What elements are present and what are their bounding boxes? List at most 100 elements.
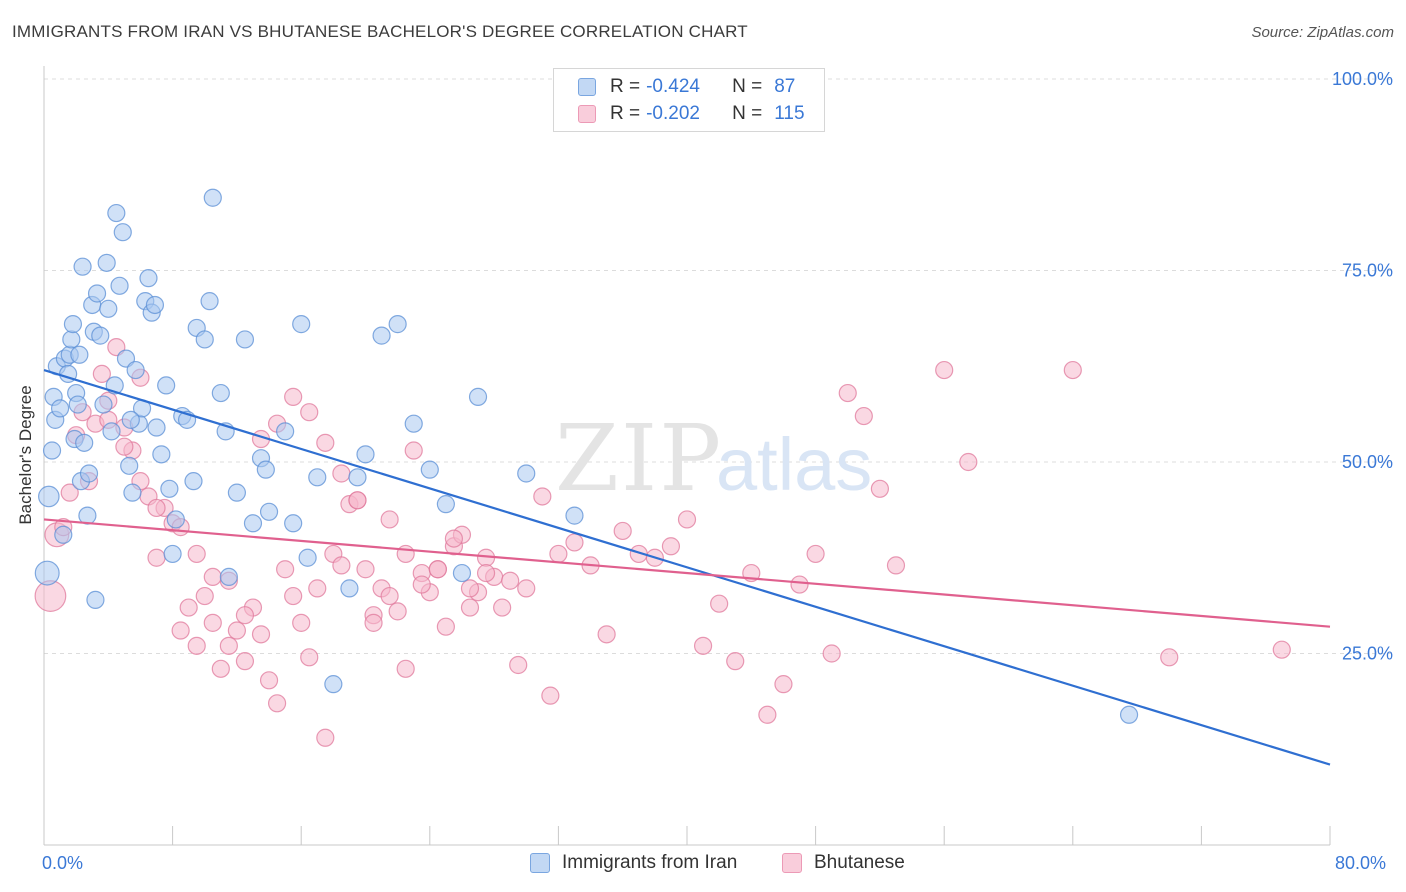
grid-lines: [44, 78, 1392, 654]
bhutanese-point: [316, 728, 335, 747]
iran-point: [79, 464, 99, 483]
bhutanese-point: [292, 613, 311, 632]
y-tick-label: 100.0%: [1332, 69, 1393, 89]
bhutanese-point: [34, 580, 67, 612]
bhutanese-point: [251, 625, 271, 644]
iran-point: [73, 257, 92, 276]
bhutanese-point: [806, 544, 825, 564]
bhutanese-point: [388, 602, 407, 621]
bhutanese-point: [187, 636, 206, 655]
bhutanese-point: [460, 579, 480, 598]
iran-point: [184, 472, 203, 491]
watermark: ZIP atlas: [555, 405, 872, 512]
iran-point: [42, 441, 62, 460]
iran-point: [126, 360, 145, 380]
iran-point: [292, 315, 311, 334]
bhutanese-point: [60, 483, 79, 502]
trendline-iran: [43, 369, 1331, 766]
iran-point: [259, 502, 279, 521]
legend-n-label: N =: [732, 103, 763, 124]
bhutanese-point: [332, 464, 351, 483]
iran-point: [163, 544, 182, 564]
legend-swatch-pink: [578, 105, 596, 123]
bhutanese-point: [870, 479, 890, 498]
iran-point: [276, 422, 295, 441]
iran-point: [38, 485, 60, 508]
bhutanese-point: [533, 487, 552, 506]
bhutanese-point: [565, 533, 584, 552]
bhutanese-point: [1160, 648, 1179, 667]
bhutanese-point: [219, 636, 238, 655]
bhutanese-point: [428, 560, 447, 579]
trend-lines: [43, 369, 1331, 766]
iran-point: [34, 560, 60, 586]
iran-point: [372, 326, 391, 345]
bhutanese-point: [790, 575, 809, 594]
iran-point: [50, 399, 70, 418]
bhutanese-point: [187, 544, 206, 564]
iran-point: [340, 579, 359, 598]
stats-legend: R = -0.424 N = 87 R = -0.202 N = 115: [553, 68, 825, 132]
bhutanese-point: [259, 671, 279, 690]
iran-point: [298, 548, 317, 567]
bhutanese-point: [509, 655, 528, 675]
bhutanese-point: [404, 441, 423, 460]
legend-swatch-blue: [578, 78, 596, 96]
bhutanese-point: [235, 606, 255, 625]
iran-point: [107, 203, 126, 223]
iran-point: [99, 299, 118, 318]
bhutanese-point: [597, 625, 616, 644]
y-axis-label: Bachelor's Degree: [16, 385, 35, 525]
bhutanese-point: [364, 613, 383, 632]
bhutanese-point: [501, 571, 520, 590]
bhutanese-point: [332, 556, 351, 575]
watermark-atlas: atlas: [716, 423, 872, 506]
bhutanese-point: [348, 491, 367, 510]
bhutanese-point: [211, 659, 230, 678]
iran-point: [227, 483, 246, 502]
legend-swatch-blue: [530, 853, 550, 873]
y-tick-label: 50.0%: [1342, 452, 1393, 472]
legend-row-bhutanese: R = -0.202 N = 115: [578, 102, 805, 126]
iran-point: [113, 223, 132, 242]
y-tick-labels: 100.0% 75.0% 50.0% 25.0%: [1332, 69, 1393, 664]
iran-point: [420, 460, 439, 479]
bhutanese-point: [959, 452, 978, 472]
iran-point: [388, 315, 407, 334]
bhutanese-point: [115, 437, 134, 456]
iran-point: [324, 675, 343, 694]
bhutanese-point: [203, 613, 222, 632]
chart-title: IMMIGRANTS FROM IRAN VS BHUTANESE BACHEL…: [12, 22, 748, 41]
iran-point: [160, 479, 179, 498]
bhutanese-point: [356, 560, 375, 579]
bhutanese-point: [412, 575, 431, 594]
bhutanese-point: [147, 498, 166, 518]
iran-point: [235, 330, 255, 349]
bhutanese-point: [308, 579, 327, 598]
bhutanese-point: [693, 636, 713, 655]
iran-point: [517, 464, 536, 483]
iran-point: [195, 330, 214, 349]
bhutanese-point: [677, 510, 697, 529]
source-label: Source: ZipAtlas.com: [1251, 24, 1394, 41]
bhutanese-point: [541, 686, 560, 705]
bhutanese-point: [493, 598, 512, 617]
iran-point: [348, 468, 367, 487]
bhutanese-point: [726, 652, 745, 671]
iran-point: [91, 326, 110, 345]
bhutanese-point: [92, 364, 111, 384]
legend-item-iran: Immigrants from Iran: [530, 852, 737, 874]
bhutanese-point: [549, 544, 568, 564]
iran-point: [468, 387, 488, 406]
iran-point: [147, 418, 166, 437]
legend-item-bhutanese: Bhutanese: [782, 852, 905, 874]
iran-point: [68, 395, 87, 414]
legend-swatch-pink: [782, 853, 802, 873]
iran-point: [256, 460, 275, 479]
bhutanese-point: [203, 567, 222, 587]
iran-point: [565, 506, 584, 525]
iran-point: [87, 284, 107, 303]
bhutanese-point: [171, 621, 190, 640]
bhutanese-point: [195, 586, 214, 606]
